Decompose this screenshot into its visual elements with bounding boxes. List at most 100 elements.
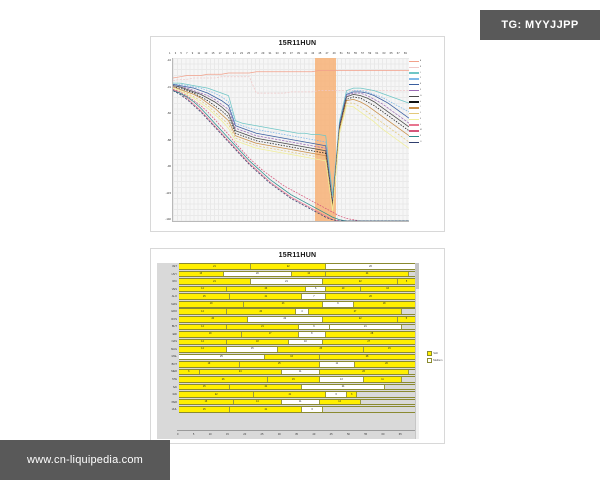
bar-segment[interactable]: 21 — [227, 324, 299, 330]
bar-segment[interactable]: 23 — [244, 301, 323, 307]
line-legend-item[interactable]: D — [409, 76, 443, 81]
bar-segment[interactable]: 19 — [179, 301, 245, 307]
bar-segment[interactable]: 21 — [230, 384, 303, 390]
bar-segment[interactable]: 19 — [179, 332, 243, 337]
line-legend-item[interactable]: L — [409, 123, 443, 128]
bar-segment[interactable]: 21 — [254, 392, 327, 397]
bar-row-label: ROS — [171, 317, 177, 321]
bar-segment[interactable]: 6 — [326, 392, 347, 397]
bar-segment[interactable]: 8 — [299, 332, 326, 337]
bar-segment[interactable]: 4 — [295, 309, 310, 315]
bar-segment[interactable]: 21 — [251, 279, 323, 284]
line-legend-item[interactable]: M — [409, 128, 443, 133]
bar-segment[interactable]: 27 — [309, 309, 402, 315]
line-legend-item[interactable]: H — [409, 99, 443, 104]
bar-chart-scrollbar[interactable] — [415, 263, 419, 439]
bar-segment[interactable]: 9 — [299, 324, 330, 330]
bar-segment[interactable]: 20 — [179, 316, 248, 322]
bar-segment[interactable]: 9 — [322, 301, 354, 307]
bar-segment[interactable]: 19 — [179, 362, 240, 367]
bar-segment[interactable]: 3 — [346, 392, 358, 397]
bar-segment[interactable]: 24 — [302, 384, 385, 390]
bar-segment[interactable]: 14 — [179, 339, 227, 345]
line-legend-item[interactable]: J — [409, 111, 443, 116]
bar-segment[interactable]: 6 — [179, 369, 200, 375]
bar-segment[interactable]: 11 — [364, 377, 402, 382]
bar-segment[interactable]: 28 — [319, 354, 416, 360]
bar-segment[interactable]: 26 — [326, 264, 416, 269]
bar-segment[interactable]: 14 — [233, 399, 282, 405]
bar-segment[interactable]: 12 — [319, 399, 361, 405]
bar-segment[interactable]: 25 — [179, 354, 265, 360]
bar-segment[interactable]: 25 — [239, 362, 320, 367]
bar-segment[interactable]: 26 — [326, 294, 416, 299]
line-legend-item[interactable]: C — [409, 71, 443, 76]
bar-segment[interactable]: 16 — [360, 286, 416, 292]
bar-segment[interactable]: 26 — [179, 377, 269, 382]
bar-segment[interactable]: 14 — [179, 309, 227, 315]
bar-segment[interactable]: 10 — [326, 286, 361, 292]
line-legend-item[interactable]: I — [409, 105, 443, 110]
bar-segment[interactable]: 25 — [278, 347, 365, 352]
bar-segment[interactable]: 15 — [179, 384, 231, 390]
bar-segment[interactable]: 15 — [268, 377, 320, 382]
bar-segment[interactable]: 20 — [223, 271, 293, 277]
bar-x-tick: 10 — [208, 433, 212, 436]
bar-segment[interactable]: 20 — [355, 362, 420, 367]
bar-segment[interactable]: 22 — [179, 392, 255, 397]
bar-segment[interactable]: 22 — [251, 264, 327, 269]
bar-segment[interactable]: 11 — [281, 369, 320, 375]
bar-legend-item[interactable]: Soft — [427, 351, 451, 356]
line-legend-item[interactable]: K — [409, 117, 443, 122]
bar-segment[interactable]: 22 — [247, 316, 323, 322]
bar-segment[interactable]: 15 — [179, 407, 231, 412]
bar-segment[interactable]: 22 — [323, 279, 399, 284]
line-legend-item[interactable]: N — [409, 134, 443, 139]
bar-segment[interactable]: 21 — [230, 294, 303, 299]
bar-segment[interactable]: 23 — [227, 286, 306, 292]
bar-segment[interactable]: 6 — [302, 407, 323, 412]
bar-segment[interactable]: 14 — [179, 286, 227, 292]
bar-segment[interactable]: 5 — [398, 279, 416, 284]
bar-segment[interactable]: 13 — [179, 271, 224, 277]
bar-x-tick: 20 — [243, 433, 247, 436]
bar-segment[interactable]: 27 — [322, 339, 416, 345]
bar-segment[interactable]: 13 — [319, 377, 365, 382]
bar-segment[interactable]: 28 — [325, 332, 419, 337]
bar-segment[interactable]: 7 — [302, 294, 327, 299]
bar-legend-item[interactable]: Medium — [427, 358, 451, 363]
line-legend-item[interactable]: G — [409, 94, 443, 99]
bar-segment[interactable]: 16 — [264, 354, 320, 360]
bar-segment[interactable]: 5 — [398, 316, 416, 322]
line-legend-item[interactable]: B — [409, 65, 443, 70]
bar-segment[interactable]: 10 — [288, 339, 323, 345]
bar-segment[interactable]: 21 — [179, 264, 251, 269]
bar-segment[interactable]: 21 — [179, 279, 251, 284]
bar-segment[interactable]: 15 — [227, 347, 279, 352]
bar-segment[interactable]: 18 — [353, 301, 416, 307]
bar-row-track: 22 21 6 3 — [179, 391, 419, 398]
bar-segment[interactable]: 16 — [179, 399, 234, 405]
bar-segment[interactable]: 11 — [319, 362, 356, 367]
bar-segment[interactable]: 11 — [281, 399, 320, 405]
line-legend-item[interactable]: E — [409, 82, 443, 87]
bar-segment[interactable]: 24 — [326, 271, 409, 277]
bar-segment[interactable]: 14 — [179, 347, 227, 352]
bar-segment[interactable]: 21 — [230, 407, 303, 412]
bar-segment[interactable]: 18 — [227, 339, 289, 345]
bar-segment[interactable]: 17 — [242, 332, 299, 337]
bar-segment[interactable]: 15 — [179, 294, 231, 299]
bar-segment[interactable]: 21 — [329, 324, 402, 330]
bar-segment[interactable]: 22 — [322, 316, 399, 322]
bar-segment[interactable]: 14 — [179, 324, 227, 330]
bar-segment[interactable]: 15 — [364, 347, 416, 352]
bar-row-label: HUL — [171, 408, 177, 412]
line-legend-item[interactable]: A — [409, 59, 443, 64]
bar-segment[interactable]: 6 — [305, 286, 327, 292]
bar-segment[interactable]: 26 — [319, 369, 409, 375]
line-legend-item[interactable]: O — [409, 140, 443, 145]
bar-segment[interactable]: 24 — [199, 369, 282, 375]
bar-segment[interactable]: 20 — [227, 309, 296, 315]
line-legend-item[interactable]: F — [409, 88, 443, 93]
bar-segment[interactable]: 10 — [292, 271, 327, 277]
